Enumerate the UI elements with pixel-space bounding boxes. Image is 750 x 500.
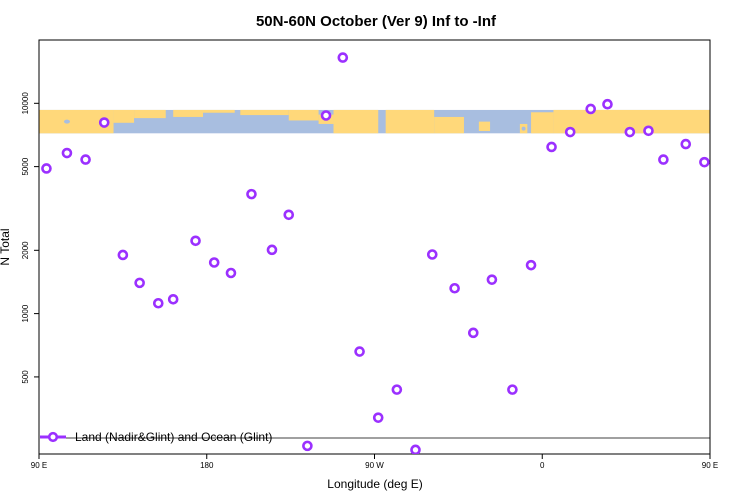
y-axis-label: N Total [0, 228, 12, 265]
data-point [266, 244, 278, 256]
data-point [564, 126, 576, 138]
map-land [134, 109, 166, 119]
data-point [602, 98, 613, 110]
data-point [525, 259, 537, 271]
data-point [410, 444, 421, 454]
world-map-band [39, 109, 710, 134]
x-tick-label: 90 W [365, 461, 384, 470]
data-point [167, 293, 179, 305]
data-point [208, 257, 220, 268]
data-points [41, 52, 710, 454]
map-land [478, 121, 491, 131]
data-point [302, 440, 313, 452]
map-land [288, 109, 319, 121]
data-point [426, 249, 438, 260]
map-land [333, 109, 379, 134]
map-land [531, 112, 554, 134]
map-land [203, 109, 235, 113]
x-axis-label: Longitude (deg E) [327, 477, 422, 491]
map-ocean-inlet [521, 126, 526, 131]
data-point [680, 138, 692, 150]
map-land [173, 109, 204, 117]
data-point [61, 147, 73, 159]
map-ocean-inlet [63, 119, 70, 124]
y-tick-label: 5000 [21, 157, 30, 175]
map-land [434, 116, 464, 134]
y-axis: 500 1000 2000 5000 10000 [21, 92, 39, 384]
data-point [41, 163, 52, 174]
y-tick-label: 10000 [21, 92, 30, 115]
map-land [39, 109, 114, 134]
data-point [354, 346, 365, 357]
map-land [553, 109, 710, 134]
map-ocean-inlet [483, 117, 490, 122]
data-point [98, 117, 110, 128]
legend: Land (Nadir&Glint) and Ocean (Glint) [40, 430, 710, 444]
map-land [240, 109, 289, 116]
map-ocean-inlet [165, 124, 174, 129]
map-land [385, 109, 435, 134]
map-land [113, 109, 135, 123]
data-point [80, 154, 91, 165]
data-point [337, 52, 349, 63]
data-point [699, 156, 710, 168]
y-tick-label: 500 [21, 370, 30, 384]
y-tick-label: 1000 [21, 304, 30, 322]
data-point [152, 297, 164, 309]
data-point [658, 154, 669, 165]
data-point [134, 277, 145, 289]
data-point [117, 249, 129, 261]
data-point [246, 188, 257, 200]
data-point [283, 209, 295, 221]
legend-swatch-marker [47, 431, 59, 443]
data-point [372, 412, 384, 423]
x-tick-label: 0 [540, 461, 545, 470]
x-tick-label: 90 E [31, 461, 47, 470]
data-point [643, 125, 654, 137]
data-point [507, 384, 518, 395]
chart-title: 50N-60N October (Ver 9) Inf to -Inf [256, 13, 497, 30]
data-point [190, 235, 201, 247]
data-point [585, 103, 597, 115]
data-point [486, 274, 498, 285]
x-tick-label: 90 E [702, 461, 718, 470]
data-point [546, 141, 557, 153]
data-point [449, 282, 460, 294]
x-tick-label: 180 [200, 461, 214, 470]
y-tick-label: 2000 [21, 241, 30, 259]
data-point [225, 267, 237, 279]
data-point [391, 384, 403, 395]
data-point [624, 126, 636, 138]
map-ocean-inlet [222, 121, 229, 126]
data-point [467, 327, 479, 339]
data-point [320, 110, 332, 121]
legend-label: Land (Nadir&Glint) and Ocean (Glint) [75, 430, 272, 444]
